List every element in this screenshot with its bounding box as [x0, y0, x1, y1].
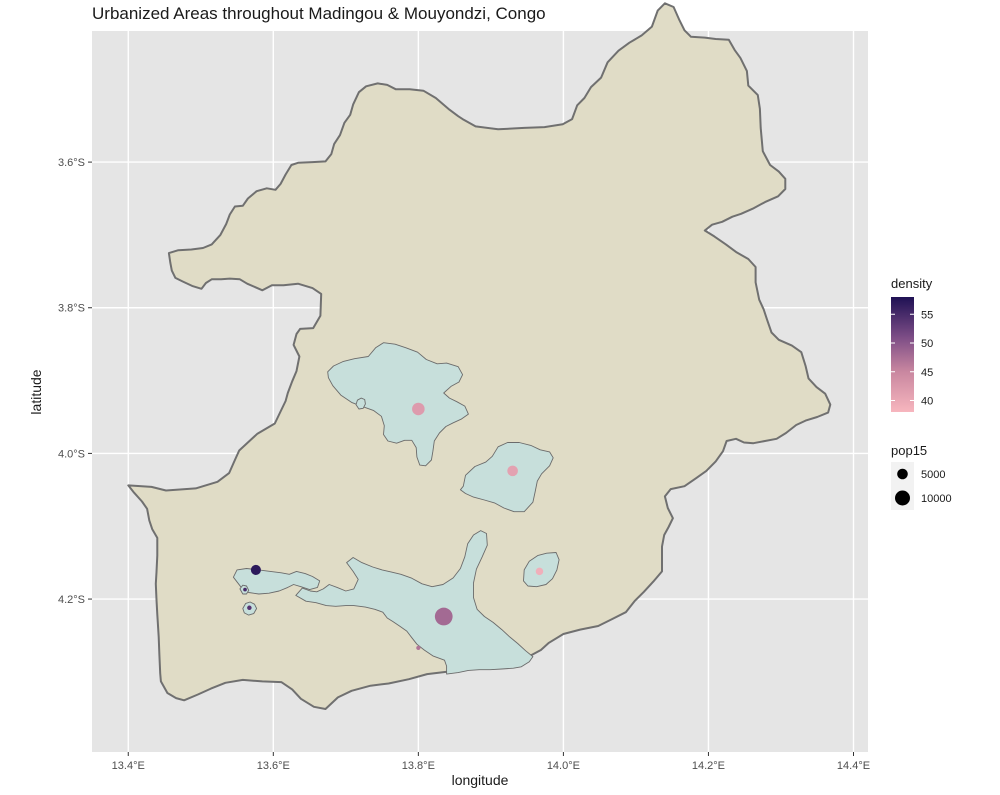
- y-tick-label: 3.8°S: [58, 303, 85, 315]
- urban-area: [295, 530, 534, 675]
- pop15-legend-key: [897, 468, 908, 480]
- urban-point: [243, 587, 247, 592]
- urban-areas-layer: [232, 342, 560, 675]
- density-colorbar: [891, 297, 914, 412]
- x-axis-label: longitude: [451, 772, 509, 788]
- urban-area: [355, 397, 366, 410]
- y-tick-label: 4.0°S: [58, 448, 85, 460]
- density-tick-label: 45: [921, 367, 933, 379]
- x-tick-label: 14.4°E: [837, 760, 870, 772]
- urban-point: [434, 607, 453, 626]
- urban-point: [250, 564, 261, 575]
- pop15-legend-label: 10000: [921, 493, 952, 505]
- x-tick-label: 13.8°E: [402, 760, 435, 772]
- density-tick-label: 55: [921, 309, 933, 321]
- points-layer: [243, 402, 544, 650]
- pop15-legend-label: 5000: [921, 469, 945, 481]
- urban-area: [327, 342, 469, 467]
- urban-point: [247, 605, 252, 611]
- urban-area: [232, 568, 321, 595]
- density-legend-ticks: 40 45 50 55: [891, 309, 933, 408]
- urban-point: [412, 402, 425, 416]
- density-tick-label: 40: [921, 396, 933, 408]
- urban-point: [535, 567, 544, 576]
- plot-title: Urbanized Areas throughout Madingou & Mo…: [92, 4, 546, 23]
- x-tick-label: 14.2°E: [692, 760, 725, 772]
- density-legend: density 40 45 50 55: [891, 276, 933, 412]
- urban-point: [416, 645, 421, 650]
- x-tick-label: 14.0°E: [547, 760, 580, 772]
- y-tick-label: 4.2°S: [58, 594, 85, 606]
- x-tick-label: 13.6°E: [257, 760, 290, 772]
- pop15-legend: pop15 5000 10000: [891, 443, 952, 510]
- urban-area: [459, 442, 554, 513]
- pop15-legend-title: pop15: [891, 443, 927, 458]
- density-legend-title: density: [891, 276, 933, 291]
- density-tick-label: 50: [921, 338, 933, 350]
- axis-ticks: 13.4°E 13.6°E 13.8°E 14.0°E 14.2°E 14.4°E 3.6°…: [58, 157, 870, 772]
- x-tick-label: 13.4°E: [112, 760, 145, 772]
- y-tick-label: 3.6°S: [58, 157, 85, 169]
- pop15-legend-keys: 5000 10000: [895, 468, 952, 506]
- pop15-legend-key: [895, 490, 910, 506]
- urban-point: [507, 465, 518, 477]
